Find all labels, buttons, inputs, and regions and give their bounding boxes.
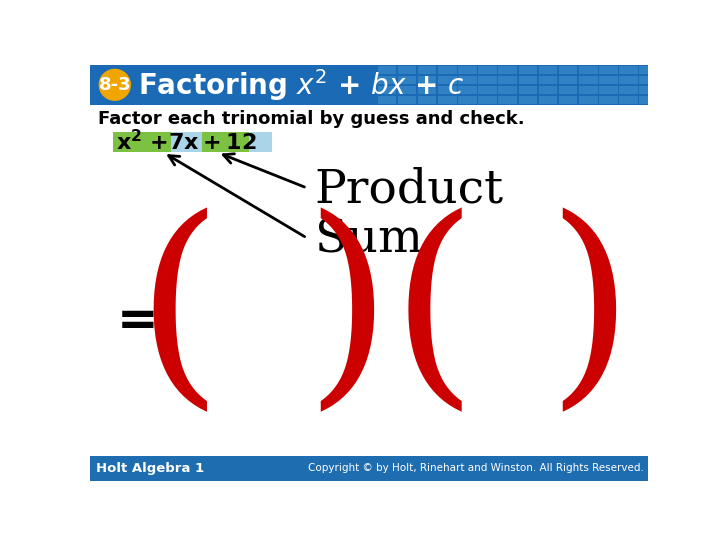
Bar (639, 65, 658, 74)
Bar (377, 96, 396, 104)
Text: Factoring $\mathit{x}^2$ + $\mathit{bx}$ + $\mathit{c}$: Factoring $\mathit{x}^2$ + $\mathit{bx}$… (138, 67, 464, 103)
Text: )(: )( (304, 207, 477, 423)
Bar (639, 96, 658, 104)
Bar (377, 76, 396, 84)
Bar (458, 76, 477, 84)
Bar (579, 76, 598, 84)
Bar (202, 132, 249, 152)
Bar (639, 76, 658, 84)
Text: Copyright © by Holt, Rinehart and Winston. All Rights Reserved.: Copyright © by Holt, Rinehart and Winsto… (308, 463, 644, 473)
Bar (458, 85, 477, 94)
Bar (498, 65, 517, 74)
Bar (438, 96, 456, 104)
Bar (579, 96, 598, 104)
Bar (458, 96, 477, 104)
Bar (498, 85, 517, 94)
Bar (599, 85, 618, 94)
Bar (559, 65, 577, 74)
Circle shape (99, 70, 130, 100)
Bar (579, 85, 598, 94)
Bar (397, 76, 416, 84)
Text: (: ( (136, 207, 222, 423)
Bar (579, 65, 598, 74)
Bar (498, 96, 517, 104)
Bar (518, 85, 537, 94)
Text: $\mathbf{x^2}$ $\mathbf{+ 7x + 12}$: $\mathbf{x^2}$ $\mathbf{+ 7x + 12}$ (117, 129, 257, 154)
Bar (478, 65, 497, 74)
Bar (90, 456, 648, 481)
Text: Sum: Sum (315, 218, 423, 263)
Bar (619, 65, 638, 74)
Bar (418, 96, 436, 104)
Bar (171, 132, 264, 152)
Bar (397, 65, 416, 74)
Bar (619, 85, 638, 94)
Bar (539, 76, 557, 84)
Bar (518, 65, 537, 74)
Bar (559, 76, 577, 84)
Text: Holt Algebra 1: Holt Algebra 1 (96, 462, 204, 475)
Bar (559, 96, 577, 104)
Bar (599, 65, 618, 74)
Bar (397, 96, 416, 104)
Bar (539, 65, 557, 74)
Bar (619, 96, 638, 104)
Bar (377, 65, 396, 74)
Text: ): ) (546, 207, 634, 423)
Bar (458, 65, 477, 74)
Text: 8-3: 8-3 (99, 76, 131, 94)
Bar (438, 65, 456, 74)
Bar (478, 85, 497, 94)
Bar (599, 96, 618, 104)
Bar (438, 85, 456, 94)
Text: $\mathbf{=}$: $\mathbf{=}$ (107, 295, 156, 343)
Bar (619, 76, 638, 84)
Text: Product: Product (315, 167, 504, 212)
Bar (438, 76, 456, 84)
Bar (397, 85, 416, 94)
Bar (599, 76, 618, 84)
Bar (418, 76, 436, 84)
Bar (418, 85, 436, 94)
Bar (639, 85, 658, 94)
Text: Factor each trinomial by guess and check.: Factor each trinomial by guess and check… (98, 110, 524, 127)
Bar (249, 132, 272, 152)
Bar (478, 76, 497, 84)
Bar (377, 85, 396, 94)
Bar (539, 85, 557, 94)
Bar (418, 65, 436, 74)
Bar (539, 96, 557, 104)
Bar (90, 65, 648, 105)
Bar (478, 96, 497, 104)
Bar (518, 76, 537, 84)
Bar (113, 132, 214, 152)
Bar (559, 85, 577, 94)
Bar (498, 76, 517, 84)
Bar (518, 96, 537, 104)
